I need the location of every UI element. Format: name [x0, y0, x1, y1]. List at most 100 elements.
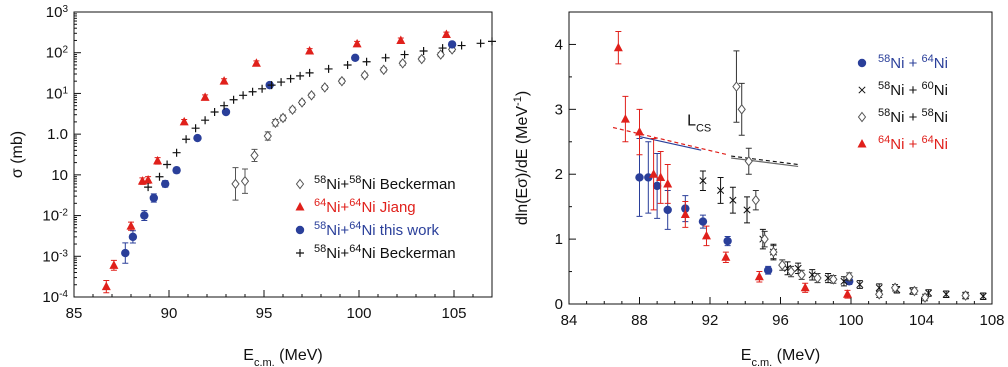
data-point — [875, 284, 883, 292]
data-point — [288, 104, 297, 115]
cross-section-chart: 85 90 95 100 105 10-4 10-3 10-2 10 1.0 101 102 103 Ec… — [9, 4, 496, 367]
data-point — [231, 178, 240, 190]
data-point — [721, 252, 731, 261]
data-point — [305, 68, 314, 77]
data-point — [219, 76, 229, 85]
data-point — [121, 248, 130, 258]
series-2 — [732, 50, 970, 303]
x-tick-label: 88 — [631, 312, 648, 329]
data-point — [763, 266, 773, 275]
data-point — [297, 97, 307, 108]
data-point — [140, 211, 149, 220]
legend: 58Ni + 64Ni 58Ni + 60Ni 58Ni + 58Ni 64Ni + … — [857, 53, 948, 153]
data-point — [778, 259, 787, 271]
data-point — [942, 290, 950, 298]
data-point — [128, 232, 138, 242]
x-tick-label: 84 — [561, 312, 578, 329]
y-tick-label: 4 — [555, 36, 563, 53]
series-0 — [635, 138, 854, 286]
data-point — [680, 209, 690, 218]
data-point — [220, 101, 229, 110]
data-point — [161, 179, 170, 189]
y-tick-label: 1.0 — [47, 126, 68, 143]
legend-label: 58Ni+64Ni Beckerman — [314, 243, 456, 262]
y-tick-label: 10-2 — [42, 207, 68, 225]
legend-marker — [295, 202, 305, 211]
lcs-gray — [731, 157, 799, 168]
data-point — [698, 217, 708, 226]
data-point — [149, 193, 158, 203]
data-point — [101, 281, 111, 291]
data-point — [620, 114, 630, 123]
data-point — [172, 166, 181, 175]
data-point — [296, 71, 305, 80]
data-point — [143, 174, 153, 184]
data-point — [436, 49, 445, 60]
data-point — [210, 107, 219, 116]
y-axis-label: σ (mb) — [9, 131, 26, 178]
data-point — [320, 82, 329, 93]
y-axis-label: dln(Eσ)/dE (MeV-1) — [512, 91, 531, 225]
data-point — [153, 155, 163, 165]
data-point — [744, 155, 753, 167]
x-tick-label: 100 — [346, 305, 371, 322]
series-3 — [144, 37, 496, 192]
data-point — [379, 64, 388, 76]
series-1 — [101, 29, 451, 294]
data-point — [191, 124, 200, 133]
legend-marker — [857, 58, 867, 68]
lcs-red-dashed — [612, 126, 728, 156]
data-point — [182, 135, 191, 144]
data-point — [613, 42, 623, 52]
legend-label: 58Ni+64Ni this work — [314, 220, 439, 239]
legend-marker — [296, 249, 304, 257]
y-tick-label: 10-3 — [42, 248, 68, 266]
data-point — [842, 289, 852, 298]
data-point — [656, 172, 666, 181]
data-point — [961, 290, 970, 301]
data-point — [221, 107, 231, 117]
data-point — [447, 40, 457, 49]
data-point — [263, 130, 272, 142]
data-point — [362, 57, 371, 66]
data-point — [829, 274, 838, 285]
y-tick-label: 2 — [555, 166, 563, 183]
data-point — [813, 272, 822, 284]
data-point — [723, 236, 732, 246]
series-0 — [231, 44, 457, 201]
legend-marker — [295, 178, 305, 190]
y-tick-label: 3 — [555, 101, 563, 118]
data-point — [417, 53, 426, 65]
data-point — [800, 282, 810, 292]
y-tick-label: 0 — [555, 296, 563, 313]
data-point — [476, 39, 485, 48]
y-tick-label: 102 — [46, 44, 69, 62]
data-point — [635, 173, 644, 182]
y-tick-label: 10-4 — [42, 289, 68, 307]
data-point — [396, 35, 406, 44]
legend-marker — [858, 86, 866, 94]
data-point — [635, 127, 644, 136]
data-point — [701, 230, 711, 240]
data-point — [743, 206, 751, 214]
data-point — [910, 285, 919, 297]
legend-label: 58Ni + 64Ni — [878, 53, 948, 72]
data-point — [856, 280, 864, 289]
data-point — [239, 91, 248, 100]
data-point — [250, 150, 259, 161]
data-point — [360, 69, 369, 81]
x-tick-label: 85 — [66, 305, 83, 322]
data-point — [732, 81, 741, 92]
data-point — [258, 84, 267, 93]
data-point — [457, 41, 466, 50]
data-point — [729, 196, 737, 204]
data-point — [754, 271, 764, 281]
x-tick-label: 92 — [702, 312, 719, 329]
x-tick-label: 95 — [256, 305, 273, 322]
data-point — [797, 269, 806, 281]
data-point — [277, 78, 286, 87]
data-point — [248, 87, 257, 96]
data-point — [126, 221, 136, 230]
data-point — [751, 194, 760, 206]
data-point — [155, 172, 164, 181]
